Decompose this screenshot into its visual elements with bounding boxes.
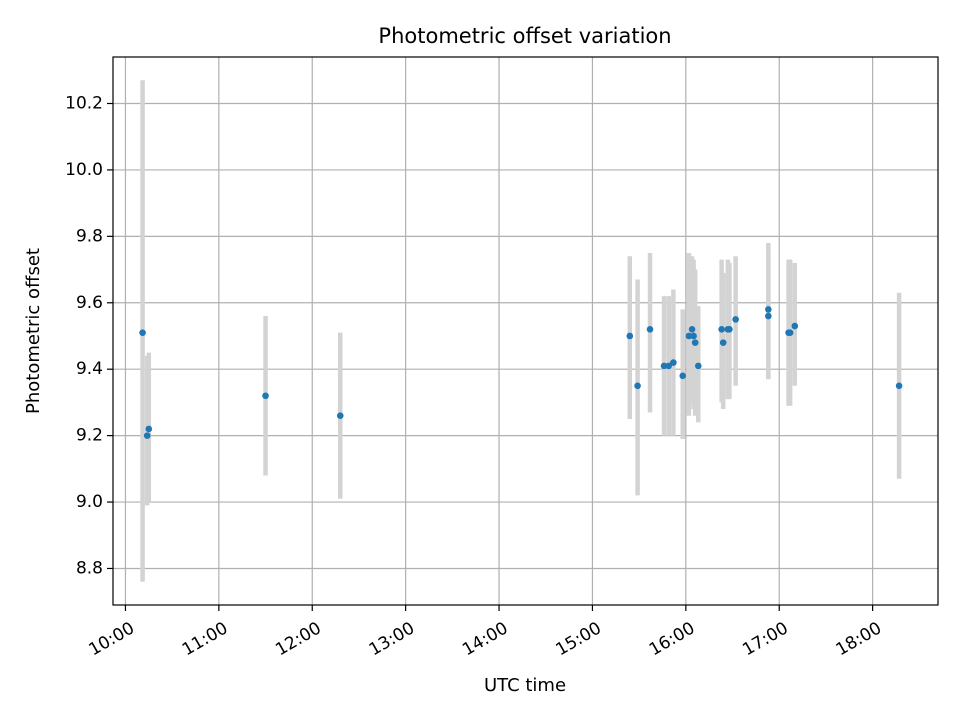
data-point <box>688 326 696 333</box>
data-point <box>336 412 344 419</box>
data-point <box>691 339 699 346</box>
y-axis-title: Photometric offset <box>23 248 44 414</box>
data-point <box>765 306 772 313</box>
chart-title: Photometric offset variation <box>378 24 671 48</box>
data-point <box>143 432 151 439</box>
data-point <box>718 326 725 333</box>
data-point <box>679 372 687 380</box>
data-point <box>895 382 903 390</box>
data-point <box>732 316 739 323</box>
y-tick-label: 8.8 <box>76 558 103 578</box>
data-point <box>726 326 733 333</box>
data-point <box>694 362 702 370</box>
x-axis-title: UTC time <box>484 675 566 696</box>
data-point <box>626 332 634 340</box>
plot-frame <box>112 56 939 606</box>
data-point <box>670 359 677 366</box>
y-tick-label: 9.6 <box>76 293 103 313</box>
data-point <box>791 322 799 330</box>
data-point <box>139 329 146 336</box>
y-tick-label: 9.0 <box>76 492 103 512</box>
data-point <box>634 382 641 390</box>
data-point <box>786 329 794 336</box>
data-point <box>145 425 153 433</box>
y-tick-label: 9.8 <box>76 226 103 246</box>
y-tick-label: 10.0 <box>65 160 103 180</box>
data-point <box>646 326 654 333</box>
axis-ticks: 10:00 11:00 12:00 13:00 14:00 15:00 16:00 17:00… <box>65 93 885 660</box>
data-point <box>719 339 727 346</box>
data-point <box>685 332 693 340</box>
data-point <box>660 362 668 370</box>
y-tick-label: 9.4 <box>76 359 103 379</box>
data-points <box>139 306 903 439</box>
y-tick-label: 9.2 <box>76 426 103 446</box>
data-point <box>690 332 697 340</box>
data-point <box>665 362 673 370</box>
y-tick-label: 10.2 <box>65 93 103 113</box>
grid-lines <box>113 57 938 605</box>
data-point <box>262 392 269 400</box>
data-point <box>765 312 772 320</box>
